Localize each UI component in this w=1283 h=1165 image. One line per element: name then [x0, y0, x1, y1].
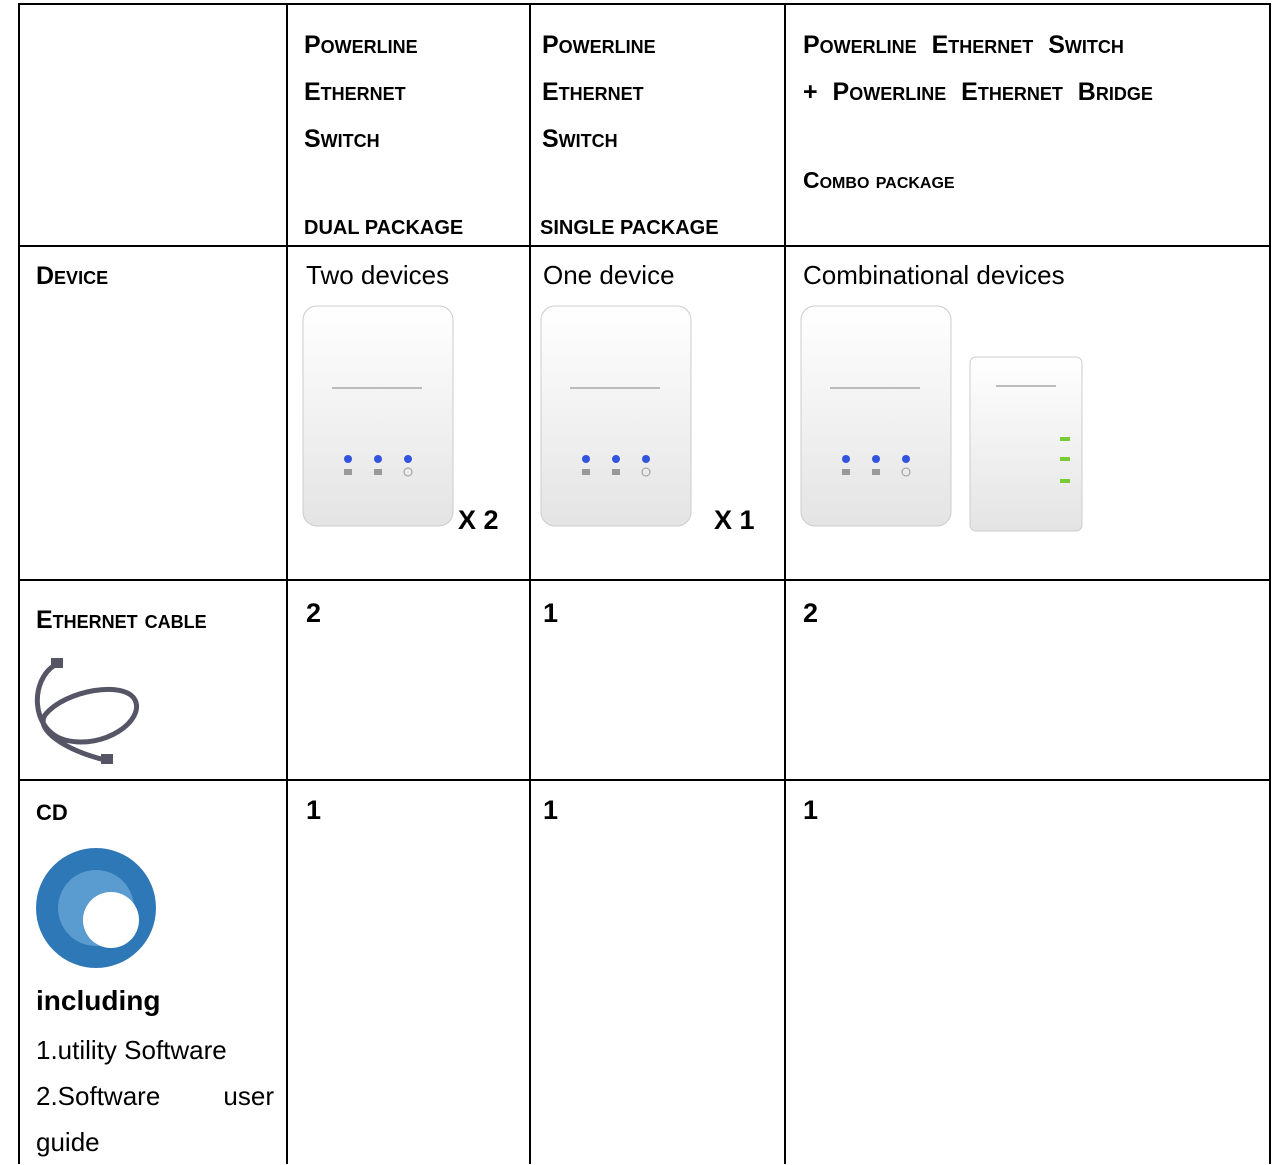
title-line: Powerline: [304, 31, 418, 59]
rule: [529, 3, 531, 1164]
title-line: Switch: [304, 125, 380, 153]
rule: [18, 3, 20, 1164]
row-label: Device: [36, 262, 109, 290]
rule: [18, 579, 1271, 581]
title-line: Ethernet: [542, 78, 644, 106]
cell-value: 1: [543, 795, 559, 825]
multiplier: X 1: [714, 505, 755, 535]
device-image: [302, 305, 454, 527]
rule: [286, 3, 288, 1164]
title-line: Switch: [542, 125, 618, 153]
header-title: Powerline Ethernet Switch + Powerline Et…: [803, 22, 1153, 116]
title-line: + Powerline Ethernet Bridge: [803, 78, 1153, 106]
cell-text: Combinational devices: [803, 260, 1065, 290]
cell-value: 1: [543, 598, 559, 628]
package-label: SINGLE PACKAGE: [540, 217, 719, 239]
bridge-image: [969, 356, 1083, 532]
header-title: Powerline Ethernet Switch: [304, 22, 418, 163]
title-line: Ethernet: [304, 78, 406, 106]
cell-value: 2: [803, 598, 819, 628]
rule: [18, 245, 1271, 247]
rule: [1269, 3, 1271, 1164]
device-image: [540, 305, 692, 527]
cable-image: [34, 658, 140, 764]
row-label: CD: [36, 800, 68, 825]
row-label: Ethernet cable: [36, 606, 207, 634]
package-label: Combo package: [803, 167, 955, 193]
cd-image: [36, 848, 156, 968]
cell-text: One device: [543, 260, 675, 290]
cd-item: 2.Software user guide: [36, 1081, 274, 1157]
rule: [784, 3, 786, 1164]
cell-value: 1: [803, 795, 819, 825]
header-title: Powerline Ethernet Switch: [542, 22, 656, 163]
package-label: DUAL PACKAGE: [304, 217, 464, 239]
multiplier: X 2: [458, 505, 499, 535]
rule: [18, 3, 1271, 5]
cd-items: 1.utility Software 2.Software user guide: [36, 1027, 274, 1165]
cd-item: 1.utility Software: [36, 1035, 227, 1065]
cell-value: 2: [306, 598, 322, 628]
cd-including: including: [36, 985, 161, 1016]
title-line: Powerline Ethernet Switch: [803, 31, 1124, 59]
title-line: Powerline: [542, 31, 656, 59]
device-image: [800, 305, 952, 527]
cell-text: Two devices: [306, 260, 450, 290]
rule: [18, 779, 1271, 781]
cell-value: 1: [306, 795, 322, 825]
